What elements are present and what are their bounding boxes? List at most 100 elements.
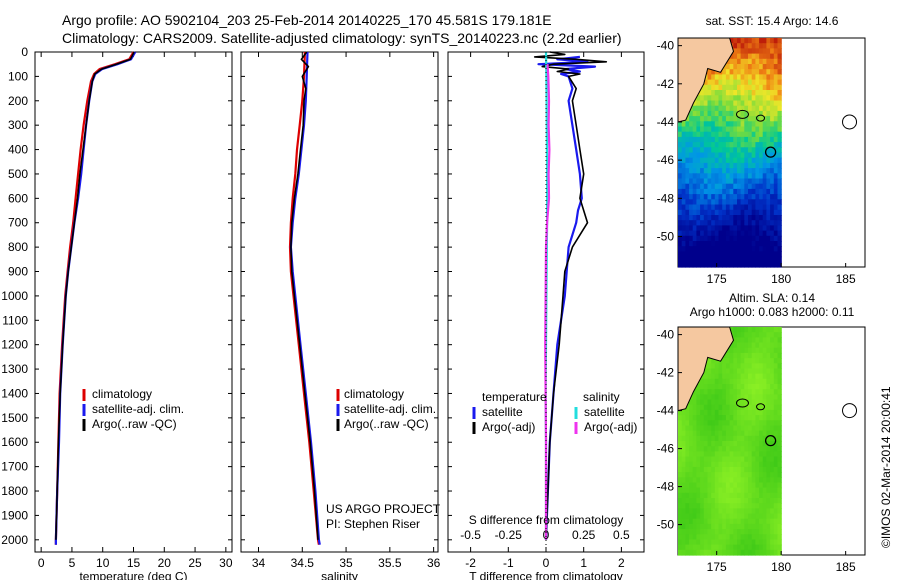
y-tick-label: 400 [8, 143, 28, 157]
map-cell [773, 69, 779, 75]
map-cell [751, 529, 756, 535]
map-cell [689, 136, 694, 143]
map-cell [689, 472, 694, 478]
map-cell [751, 173, 756, 180]
map-cell [703, 178, 709, 185]
map-cell [762, 58, 767, 65]
map-cell [678, 451, 683, 458]
map-cell [711, 441, 716, 447]
map-cell [759, 48, 764, 55]
map-cell [740, 241, 745, 247]
map-cell [711, 136, 716, 143]
map-cell [744, 451, 749, 458]
map-cell [685, 157, 690, 164]
map-cell [678, 251, 683, 258]
x-tick-label: 180 [771, 560, 791, 574]
map-cell [707, 399, 712, 406]
map-cell [711, 251, 716, 258]
map-cell [762, 69, 767, 75]
map-cell [707, 95, 712, 102]
map-cell [711, 126, 716, 133]
map-cell [737, 441, 742, 447]
map-cell [755, 441, 760, 447]
map-cell [718, 508, 723, 515]
map-cell [748, 256, 753, 263]
map-cell [733, 194, 738, 200]
map-cell [692, 121, 697, 128]
map-cell [766, 84, 771, 91]
map-cell [703, 378, 709, 385]
map-cell [751, 399, 756, 406]
map-cell [759, 409, 764, 416]
map-cell [703, 152, 709, 159]
map-cell [678, 183, 683, 190]
map-cell [751, 126, 756, 133]
map-cell [718, 225, 723, 232]
map-cell [681, 147, 686, 154]
map-cell [748, 420, 753, 427]
map-cell [729, 441, 734, 447]
map-cell [773, 131, 779, 138]
map-cell [685, 523, 690, 530]
map-cell [722, 152, 727, 159]
map-cell [725, 544, 731, 551]
map-cell [773, 378, 779, 385]
map-cell [733, 246, 738, 252]
map-cell [714, 204, 720, 211]
map-cell [751, 342, 756, 349]
map-cell [744, 358, 749, 364]
map-cell [725, 235, 731, 242]
map-cell [755, 53, 760, 60]
map-cell [685, 508, 690, 515]
s-tick-label: 0.25 [572, 528, 596, 542]
map-cell [744, 53, 749, 60]
map-cell [722, 121, 727, 128]
map-cell [770, 352, 775, 359]
map-cell [696, 220, 701, 226]
map-cell [722, 194, 727, 200]
map-cell [766, 352, 771, 359]
map-cell [762, 384, 767, 390]
map-cell [744, 363, 749, 370]
map-cell [707, 79, 712, 86]
map-cell [718, 116, 723, 122]
map-cell [748, 64, 753, 70]
map-cell [689, 435, 694, 442]
map-cell [773, 256, 779, 263]
map-cell [725, 261, 731, 268]
map-cell [692, 152, 697, 159]
map-cell [729, 373, 734, 380]
map-cell [692, 235, 697, 242]
map-cell [681, 126, 686, 133]
map-cell [725, 220, 731, 226]
map-cell [725, 241, 731, 247]
map-cell [762, 534, 767, 541]
map-cell [777, 347, 782, 354]
map-cell [751, 404, 756, 411]
map-cell [685, 456, 690, 463]
map-cell [718, 173, 723, 180]
map-cell [700, 246, 705, 252]
map-cell [759, 451, 764, 458]
map-cell [740, 425, 745, 432]
map-cell [725, 64, 731, 70]
map-cell [707, 209, 712, 216]
map-cell [751, 100, 756, 107]
map-cell [696, 389, 701, 395]
map-cell [740, 430, 745, 437]
map-cell [751, 487, 756, 494]
map-cell [762, 188, 767, 195]
map-cell [744, 544, 749, 551]
map-cell [766, 394, 771, 401]
map-cell [762, 342, 767, 349]
map-cell [755, 508, 760, 515]
map-cell [773, 152, 779, 159]
map-cell [751, 503, 756, 509]
map-cell [733, 178, 738, 185]
map-cell [759, 378, 764, 385]
map-cell [689, 399, 694, 406]
map-cell [755, 48, 760, 55]
map-cell [733, 183, 738, 190]
map-cell [711, 215, 716, 221]
map-cell [718, 477, 723, 484]
